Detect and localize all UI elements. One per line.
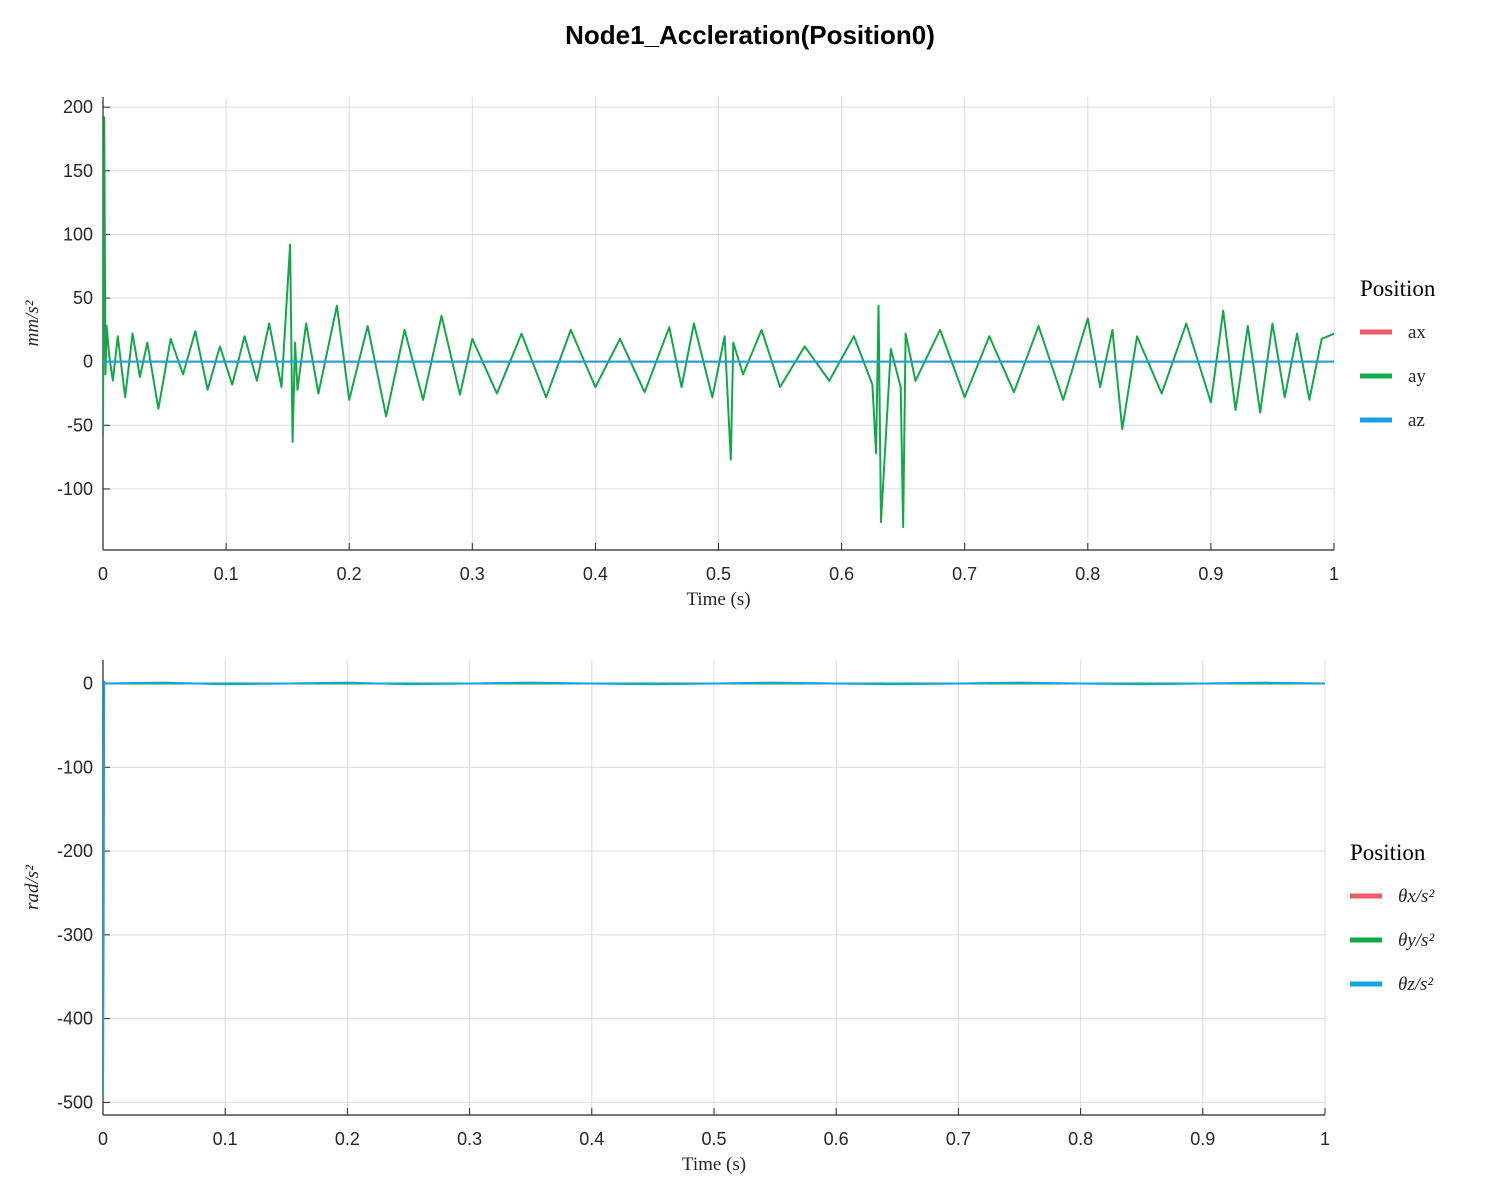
series-line-3: [103, 680, 1326, 1099]
legend-title: Position: [1350, 840, 1426, 865]
legend-title: Position: [1360, 276, 1436, 301]
x-axis-label: Time (s): [686, 589, 750, 610]
series-group: [103, 680, 1326, 1099]
series-line-2: [103, 116, 1335, 529]
x-tick-label: 0.9: [1198, 564, 1223, 584]
legend[interactable]: Position θx/s² θy/s² θz/s²: [1350, 840, 1434, 995]
legend-entry-label: ax: [1408, 322, 1426, 343]
x-tick-label: 0.6: [824, 1129, 849, 1149]
series-group: [103, 116, 1335, 529]
x-tick-label: 0.9: [1190, 1129, 1215, 1149]
legend[interactable]: Position ax ay az: [1360, 276, 1436, 431]
legend-entry-label: θx/s²: [1398, 886, 1434, 907]
y-tick-label: 0: [83, 352, 93, 372]
grid: [102, 660, 1326, 1115]
y-tick-label: 50: [73, 288, 93, 308]
y-tick-label: -500: [57, 1092, 93, 1112]
legend-entry-label: θz/s²: [1398, 974, 1433, 995]
y-tick-label: -50: [67, 415, 93, 435]
x-tick-label: 0.1: [213, 1129, 238, 1149]
x-tick-label: 0.8: [1068, 1129, 1093, 1149]
y-axis-label: rad/s²: [22, 865, 43, 910]
x-tick-label: 0.7: [952, 564, 977, 584]
x-tick-label: 1: [1320, 1129, 1330, 1149]
y-tick-label: 200: [63, 97, 93, 117]
x-tick-label: 0.6: [829, 564, 854, 584]
x-axis-label: Time (s): [682, 1154, 746, 1175]
x-tick-label: 0.4: [583, 564, 608, 584]
figure-title: Node1_Accleration(Position0): [565, 20, 935, 50]
legend-entry-label: θy/s²: [1398, 930, 1434, 951]
y-tick-label: -100: [57, 479, 93, 499]
x-tick-label: 0: [98, 564, 108, 584]
y-tick-label: 0: [83, 673, 93, 693]
x-tick-label: 0.2: [335, 1129, 360, 1149]
y-axis-label: mm/s²: [22, 300, 43, 346]
x-tick-label: 0.3: [460, 564, 485, 584]
chart-panel-2: 0 0.1 0.2 0.3 0.4 0.5 0.6 0.7 0.8 0.9 1 0 -100 -200 -3…: [22, 660, 1434, 1175]
x-tick-label: 0.1: [214, 564, 239, 584]
x-tick-label: 0.2: [337, 564, 362, 584]
y-tick-label: -100: [57, 757, 93, 777]
x-tick-label: 0.7: [946, 1129, 971, 1149]
legend-entry-label: ay: [1408, 366, 1426, 387]
y-tick-label: 150: [63, 161, 93, 181]
y-tick-label: 100: [63, 224, 93, 244]
legend-entry-label: az: [1408, 410, 1425, 431]
y-tick-label: -400: [57, 1009, 93, 1029]
x-tick-label: 0.8: [1075, 564, 1100, 584]
x-tick-label: 0.3: [457, 1129, 482, 1149]
x-tick-label: 0: [98, 1129, 108, 1149]
y-tick-label: -200: [57, 841, 93, 861]
x-tick-label: 1: [1329, 564, 1339, 584]
chart-panel-1: 0 0.1 0.2 0.3 0.4 0.5 0.6 0.7 0.8 0.9 1 200 150 100 50…: [22, 97, 1436, 610]
x-tick-label: 0.5: [706, 564, 731, 584]
y-tick-label: -300: [57, 925, 93, 945]
x-tick-label: 0.4: [579, 1129, 604, 1149]
grid: [102, 97, 1335, 550]
x-tick-label: 0.5: [701, 1129, 726, 1149]
